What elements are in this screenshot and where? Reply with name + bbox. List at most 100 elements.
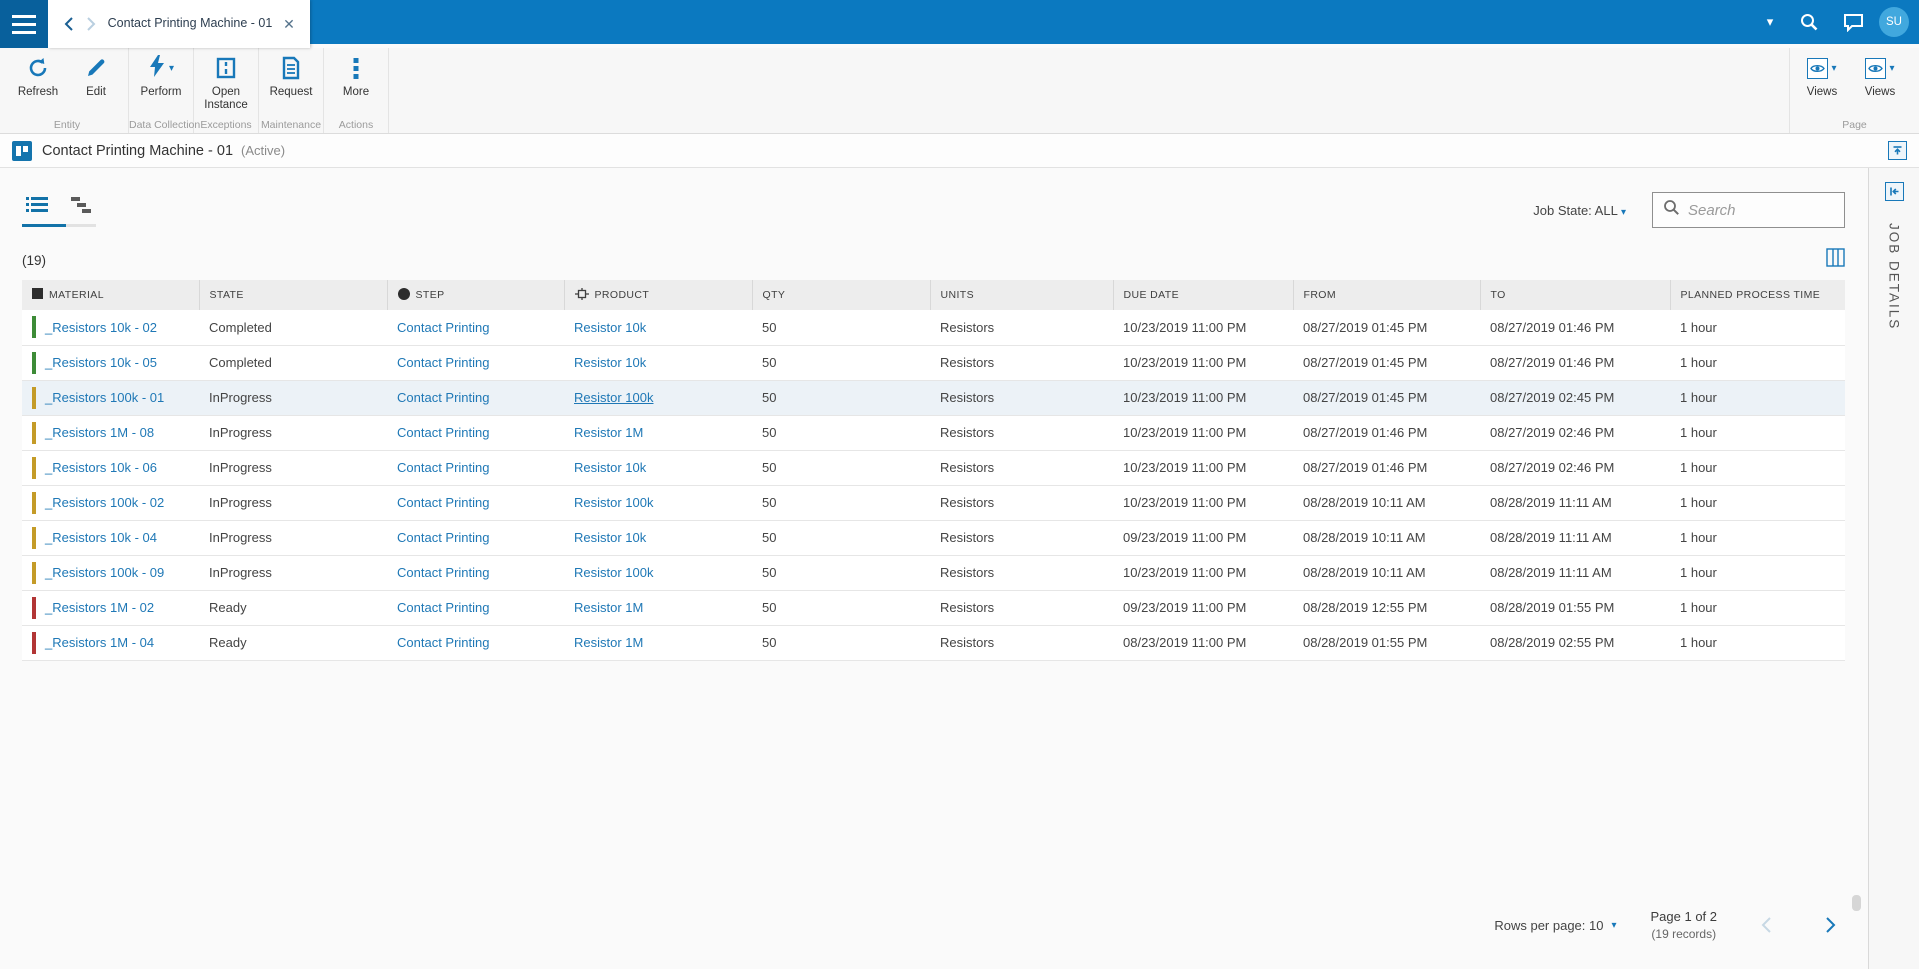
more-button[interactable]: More: [327, 55, 385, 99]
material-link[interactable]: _Resistors 10k - 04: [45, 530, 157, 545]
views-button-2[interactable]: ▾ Views: [1851, 55, 1909, 99]
column-header-product[interactable]: PRODUCT: [564, 280, 753, 310]
column-header-step[interactable]: STEP: [387, 280, 565, 310]
forward-icon[interactable]: [80, 13, 102, 35]
job-state-filter[interactable]: Job State: ALL ▾: [1533, 202, 1626, 218]
material-link[interactable]: _Resistors 10k - 06: [45, 460, 157, 475]
chevron-down-icon: ▾: [1831, 62, 1837, 74]
product-link[interactable]: Resistor 10k: [574, 319, 647, 335]
ribbon-group-label: Maintenance: [260, 119, 322, 131]
step-link[interactable]: Contact Printing: [397, 319, 490, 335]
document-tab[interactable]: Contact Printing Machine - 01 ✕: [48, 0, 310, 48]
hamburger-menu-icon[interactable]: [0, 0, 48, 48]
product-link[interactable]: Resistor 1M: [574, 425, 644, 440]
expand-panel-icon[interactable]: [1884, 182, 1904, 201]
table-row[interactable]: _Resistors 1M - 04 Ready Contact Printin…: [22, 625, 1845, 661]
from-cell: 08/27/2019 01:45 PM: [1293, 310, 1480, 346]
table-row[interactable]: _Resistors 1M - 08 InProgress Contact Pr…: [22, 415, 1845, 451]
view-switcher: [22, 194, 96, 227]
qty-cell: 50: [752, 415, 930, 451]
perform-button[interactable]: ▾ Perform: [132, 54, 190, 99]
units-cell: Resistors: [930, 450, 1113, 486]
ribbon-group-label: Exceptions: [200, 119, 252, 131]
chevron-down-icon[interactable]: ▾: [1766, 14, 1774, 29]
column-header-to[interactable]: TO: [1480, 280, 1671, 310]
top-bar-actions: ▾ SU: [1753, 0, 1919, 44]
material-link[interactable]: _Resistors 10k - 02: [45, 319, 157, 335]
column-header-material[interactable]: MATERIAL: [22, 280, 200, 310]
material-link[interactable]: _Resistors 100k - 02: [45, 495, 165, 510]
from-cell: 08/28/2019 12:55 PM: [1293, 590, 1480, 626]
state-cell: Completed: [199, 310, 387, 346]
planned-time-cell: 1 hour: [1670, 625, 1845, 661]
product-link[interactable]: Resistor 10k: [574, 530, 647, 545]
product-link[interactable]: Resistor 100k: [574, 565, 654, 580]
ribbon-group-page: ▾ Views ▾ Views Page: [1789, 48, 1919, 133]
close-icon[interactable]: ✕: [283, 15, 295, 32]
scrollbar-thumb[interactable]: [1852, 895, 1861, 911]
edit-button[interactable]: Edit: [67, 55, 125, 99]
tab-list-view[interactable]: [22, 194, 52, 216]
page-info: Page 1 of 2 (19 records): [1650, 908, 1718, 942]
search-input[interactable]: [1688, 201, 1828, 219]
step-link[interactable]: Contact Printing: [397, 355, 490, 370]
table-row[interactable]: _Resistors 10k - 06 InProgress Contact P…: [22, 450, 1845, 486]
table-row[interactable]: _Resistors 10k - 02 Completed Contact Pr…: [22, 310, 1845, 346]
step-link[interactable]: Contact Printing: [397, 530, 490, 545]
material-link[interactable]: _Resistors 1M - 08: [45, 425, 155, 440]
material-link[interactable]: _Resistors 100k - 09: [45, 565, 165, 580]
avatar[interactable]: SU: [1879, 7, 1909, 37]
column-header-due-date[interactable]: DUE DATE: [1113, 280, 1294, 310]
state-cell: Completed: [199, 345, 387, 381]
views-button-1[interactable]: ▾ Views: [1793, 55, 1851, 99]
table-row[interactable]: _Resistors 100k - 01 InProgress Contact …: [22, 380, 1845, 416]
qty-cell: 50: [752, 310, 930, 346]
column-header-qty[interactable]: QTY: [752, 280, 931, 310]
collapse-ribbon-icon[interactable]: [1888, 141, 1907, 160]
material-link[interactable]: _Resistors 100k - 01: [45, 390, 165, 405]
column-picker-icon[interactable]: [1826, 248, 1845, 272]
qty-cell: 50: [752, 345, 930, 381]
rows-per-page-selector[interactable]: Rows per page: 10 ▾: [1494, 917, 1617, 933]
column-header-units[interactable]: UNITS: [930, 280, 1114, 310]
refresh-button[interactable]: Refresh: [9, 55, 67, 99]
table-row[interactable]: _Resistors 100k - 02 InProgress Contact …: [22, 485, 1845, 521]
step-link[interactable]: Contact Printing: [397, 600, 490, 615]
product-link[interactable]: Resistor 10k: [574, 460, 647, 475]
product-link[interactable]: Resistor 100k: [574, 495, 654, 510]
product-link[interactable]: Resistor 1M: [574, 635, 644, 650]
chevron-down-icon: ▾: [168, 62, 175, 74]
product-link[interactable]: Resistor 1M: [574, 600, 644, 615]
step-link[interactable]: Contact Printing: [397, 565, 490, 580]
open-instance-button[interactable]: Open Instance: [197, 55, 255, 112]
back-icon[interactable]: [58, 13, 80, 35]
column-header-from[interactable]: FROM: [1293, 280, 1481, 310]
next-page-icon[interactable]: [1815, 910, 1845, 940]
step-link[interactable]: Contact Printing: [397, 390, 490, 405]
step-link[interactable]: Contact Printing: [397, 425, 490, 440]
product-link[interactable]: Resistor 10k: [574, 355, 647, 370]
material-link[interactable]: _Resistors 1M - 02: [45, 600, 155, 615]
sidebar-title: JOB DETAILS: [1886, 223, 1902, 331]
step-link[interactable]: Contact Printing: [397, 495, 490, 510]
table-row[interactable]: _Resistors 100k - 09 InProgress Contact …: [22, 555, 1845, 591]
material-link[interactable]: _Resistors 10k - 05: [45, 355, 157, 370]
step-link[interactable]: Contact Printing: [397, 635, 490, 650]
table-row[interactable]: _Resistors 10k - 05 Completed Contact Pr…: [22, 345, 1845, 381]
message-icon[interactable]: [1831, 0, 1875, 44]
request-button[interactable]: Request: [262, 55, 320, 99]
product-link[interactable]: Resistor 100k: [574, 390, 654, 405]
column-header-state[interactable]: STATE: [199, 280, 388, 310]
due-date-cell: 08/23/2019 11:00 PM: [1113, 625, 1293, 661]
to-cell: 08/27/2019 02:46 PM: [1480, 450, 1670, 486]
search-icon[interactable]: [1787, 0, 1831, 44]
column-header-planned-process-time[interactable]: PLANNED PROCESS TIME: [1670, 280, 1845, 310]
eye-icon: [1807, 57, 1829, 79]
table-row[interactable]: _Resistors 1M - 02 Ready Contact Printin…: [22, 590, 1845, 626]
table-row[interactable]: _Resistors 10k - 04 InProgress Contact P…: [22, 520, 1845, 556]
planned-time-cell: 1 hour: [1670, 415, 1845, 451]
previous-page-icon[interactable]: [1751, 910, 1781, 940]
material-link[interactable]: _Resistors 1M - 04: [45, 635, 155, 650]
step-link[interactable]: Contact Printing: [397, 460, 490, 475]
tab-gantt-view[interactable]: [66, 194, 96, 216]
